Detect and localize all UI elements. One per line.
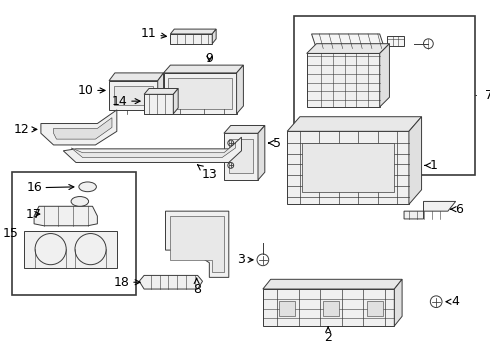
Bar (279, 301, 295, 316)
Polygon shape (409, 117, 421, 204)
Text: 13: 13 (197, 165, 217, 181)
Polygon shape (237, 65, 244, 114)
Polygon shape (109, 73, 164, 81)
Polygon shape (404, 201, 456, 219)
Text: 2: 2 (324, 327, 332, 344)
Bar (169, 78, 232, 109)
Polygon shape (164, 65, 244, 73)
Polygon shape (171, 29, 216, 34)
Bar (294, 17, 475, 175)
Text: 1: 1 (425, 159, 437, 172)
Polygon shape (224, 126, 265, 133)
Text: 12: 12 (14, 123, 37, 136)
Ellipse shape (71, 197, 89, 206)
Polygon shape (312, 34, 385, 49)
Polygon shape (158, 73, 164, 110)
Polygon shape (166, 211, 229, 277)
Text: 7: 7 (485, 89, 490, 102)
Polygon shape (53, 118, 112, 139)
Polygon shape (307, 53, 380, 107)
Polygon shape (173, 89, 178, 114)
Bar (367, 301, 383, 316)
Bar (229, 139, 253, 173)
Polygon shape (171, 34, 212, 44)
Text: 9: 9 (205, 52, 213, 65)
Polygon shape (34, 206, 98, 226)
Polygon shape (212, 29, 216, 44)
Bar (323, 301, 339, 316)
Bar (302, 143, 394, 192)
Bar (114, 86, 153, 105)
Text: 6: 6 (451, 203, 464, 216)
Bar (12, 172, 136, 295)
Polygon shape (164, 73, 237, 114)
Text: 11: 11 (141, 27, 167, 40)
Polygon shape (287, 131, 409, 204)
Polygon shape (109, 81, 158, 110)
Polygon shape (258, 126, 265, 180)
Text: 15: 15 (3, 227, 19, 240)
Text: 14: 14 (112, 95, 140, 108)
Polygon shape (71, 143, 236, 158)
Text: 4: 4 (446, 295, 460, 308)
Text: 18: 18 (114, 276, 140, 289)
Polygon shape (144, 89, 178, 94)
Polygon shape (139, 275, 202, 289)
Ellipse shape (79, 182, 97, 192)
Polygon shape (41, 110, 117, 145)
Text: 8: 8 (193, 278, 201, 296)
Polygon shape (394, 279, 402, 326)
Polygon shape (171, 216, 224, 273)
Polygon shape (307, 44, 390, 53)
Polygon shape (263, 279, 402, 289)
Polygon shape (380, 44, 390, 107)
Polygon shape (287, 117, 421, 131)
Text: 3: 3 (238, 253, 253, 266)
Polygon shape (388, 36, 404, 46)
Polygon shape (24, 231, 117, 267)
Text: 5: 5 (269, 136, 281, 149)
Text: 17: 17 (26, 208, 42, 221)
Polygon shape (224, 133, 258, 180)
Polygon shape (63, 137, 242, 162)
Polygon shape (263, 289, 394, 326)
Text: 16: 16 (26, 181, 74, 194)
Text: 10: 10 (78, 84, 105, 97)
Polygon shape (144, 94, 173, 114)
